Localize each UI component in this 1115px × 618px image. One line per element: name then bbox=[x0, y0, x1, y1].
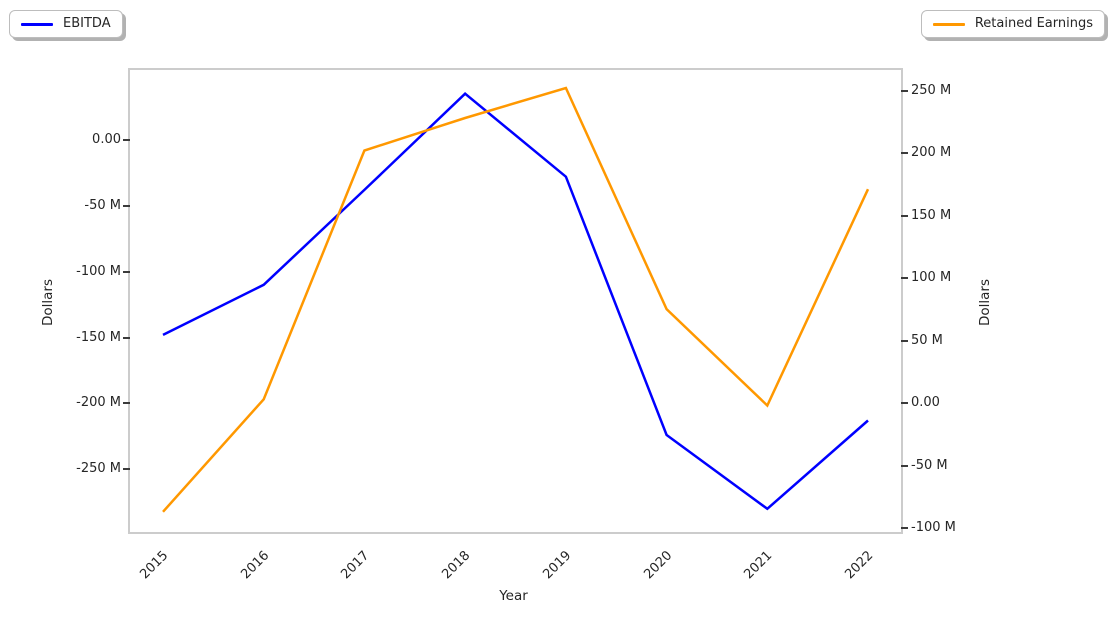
left-axis-tick-label: 0.00 bbox=[92, 131, 121, 147]
legend-ebitda-label: EBITDA bbox=[63, 16, 111, 31]
x-axis-tick-label: 2021 bbox=[741, 548, 776, 583]
legend-retained-earnings: Retained Earnings bbox=[920, 10, 1105, 38]
right-axis-tick-label: -50 M bbox=[911, 457, 948, 473]
right-axis-tick-label: 250 M bbox=[911, 82, 952, 98]
legend-ebitda: EBITDA bbox=[9, 10, 123, 38]
series-lines bbox=[162, 86, 870, 513]
left-axis-tick-label: -200 M bbox=[76, 395, 121, 411]
left-axis-tick-label: -100 M bbox=[76, 263, 121, 279]
x-axis-tick-label: 2020 bbox=[640, 548, 675, 583]
ebitda-line bbox=[162, 92, 869, 511]
right-axis-tick-mark bbox=[901, 277, 908, 279]
right-axis-tick-label: 0.00 bbox=[911, 395, 940, 410]
left-axis-tick-mark bbox=[123, 336, 130, 339]
right-axis-tick-label: -100 M bbox=[911, 520, 956, 535]
x-axis-tick-label: 2016 bbox=[237, 548, 273, 583]
retained-earnings-line bbox=[162, 86, 870, 513]
x-axis-tick-label: 2015 bbox=[137, 548, 172, 583]
left-axis-tick-mark bbox=[123, 204, 130, 207]
right-axis-tick-mark bbox=[901, 214, 908, 217]
right-axis-tick-label: 100 M bbox=[911, 270, 952, 285]
left-axis-tick-mark bbox=[123, 468, 130, 471]
left-axis-tick-mark bbox=[123, 270, 130, 273]
left-axis-tick-label: -150 M bbox=[76, 329, 121, 345]
right-axis-tick-mark bbox=[901, 152, 908, 154]
right-axis-tick-mark bbox=[901, 89, 908, 92]
retained-earnings-line-swatch bbox=[932, 22, 965, 26]
left-axis-tick-label: -250 M bbox=[76, 461, 121, 477]
right-axis-tick-label: 150 M bbox=[911, 207, 952, 223]
x-axis-tick-label: 2019 bbox=[540, 548, 575, 583]
right-axis-tick-mark bbox=[901, 527, 908, 529]
x-axis-label: Year bbox=[499, 588, 528, 604]
plot-area bbox=[128, 68, 903, 534]
left-axis-tick-mark bbox=[123, 138, 130, 141]
x-axis-tick-label: 2018 bbox=[439, 548, 474, 583]
legend-retained-earnings-label: Retained Earnings bbox=[974, 16, 1093, 31]
right-axis-tick-mark bbox=[901, 339, 908, 342]
left-axis-tick-mark bbox=[123, 402, 130, 405]
x-axis-tick-label: 2022 bbox=[842, 548, 877, 583]
right-axis-tick-mark bbox=[901, 402, 908, 404]
right-axis-tick-mark bbox=[901, 464, 908, 467]
right-axis-tick-label: 50 M bbox=[911, 332, 943, 348]
ebitda-line-swatch bbox=[21, 22, 53, 26]
right-axis-tick-label: 200 M bbox=[911, 145, 952, 160]
x-axis-tick-label: 2017 bbox=[338, 548, 373, 583]
left-axis-tick-label: -50 M bbox=[84, 197, 121, 213]
